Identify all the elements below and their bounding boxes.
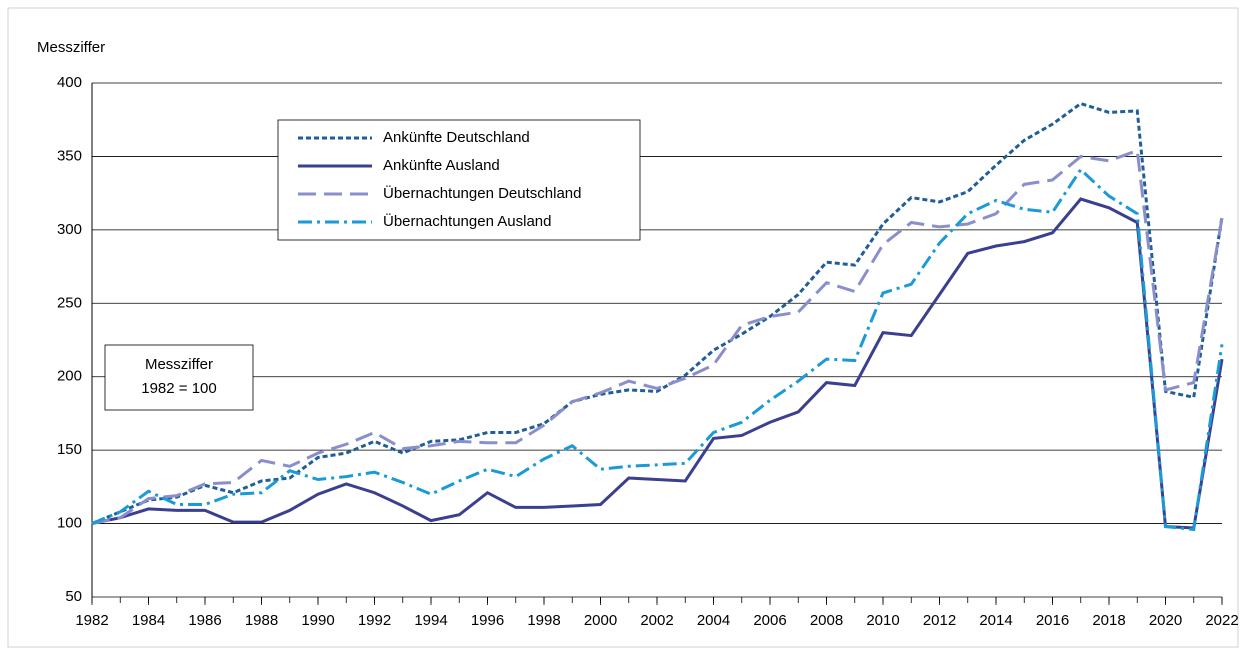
y-tick-label: 400: [57, 74, 82, 91]
x-tick-label: 1990: [301, 612, 334, 629]
x-tick-label: 1984: [132, 612, 165, 629]
y-tick-label: 300: [57, 221, 82, 238]
y-tick-label: 150: [57, 441, 82, 458]
legend-label: Ankünfte Ausland: [383, 157, 500, 174]
x-tick-label: 2016: [1036, 612, 1069, 629]
y-tick-label: 200: [57, 368, 82, 385]
legend-box: [277, 119, 641, 241]
y-tick-label: 250: [57, 294, 82, 311]
annotation-text: 1982 = 100: [141, 380, 217, 397]
series-line: [91, 148, 1224, 526]
legend-label: Übernachtungen Ausland: [383, 212, 551, 230]
x-tick-label: 2000: [584, 612, 617, 629]
x-tick-label: 2006: [753, 612, 786, 629]
x-tick-label: 2002: [640, 612, 673, 629]
series-line: [91, 167, 1224, 532]
x-tick-label: 2008: [810, 612, 843, 629]
y-axis-label: Messziffer: [37, 39, 105, 56]
x-tick-label: 1982: [75, 612, 108, 629]
x-tick-label: 1986: [188, 612, 221, 629]
series-line: [91, 101, 1224, 525]
x-tick-label: 2010: [866, 612, 899, 629]
x-tick-label: 2020: [1149, 612, 1182, 629]
frame: [7, 7, 1239, 648]
x-tick-label: 1994: [414, 612, 447, 629]
y-tick-label: 100: [57, 515, 82, 532]
x-tick-label: 1998: [527, 612, 560, 629]
x-tick-label: 2004: [697, 612, 730, 629]
x-tick-label: 2014: [979, 612, 1012, 629]
annotation-box: [104, 344, 254, 411]
y-tick-label: 350: [57, 147, 82, 164]
x-tick-label: 2022: [1205, 612, 1238, 629]
x-tick-label: 2012: [923, 612, 956, 629]
x-tick-label: 1988: [245, 612, 278, 629]
y-tick-label: 50: [65, 588, 82, 605]
annotation-text: Messziffer: [145, 356, 213, 373]
x-tick-label: 1996: [471, 612, 504, 629]
x-tick-label: 1992: [358, 612, 391, 629]
legend-label: Übernachtungen Deutschland: [383, 184, 581, 202]
legend-label: Ankünfte Deutschland: [383, 129, 530, 146]
x-tick-label: 2018: [1092, 612, 1125, 629]
series-line: [91, 197, 1224, 530]
